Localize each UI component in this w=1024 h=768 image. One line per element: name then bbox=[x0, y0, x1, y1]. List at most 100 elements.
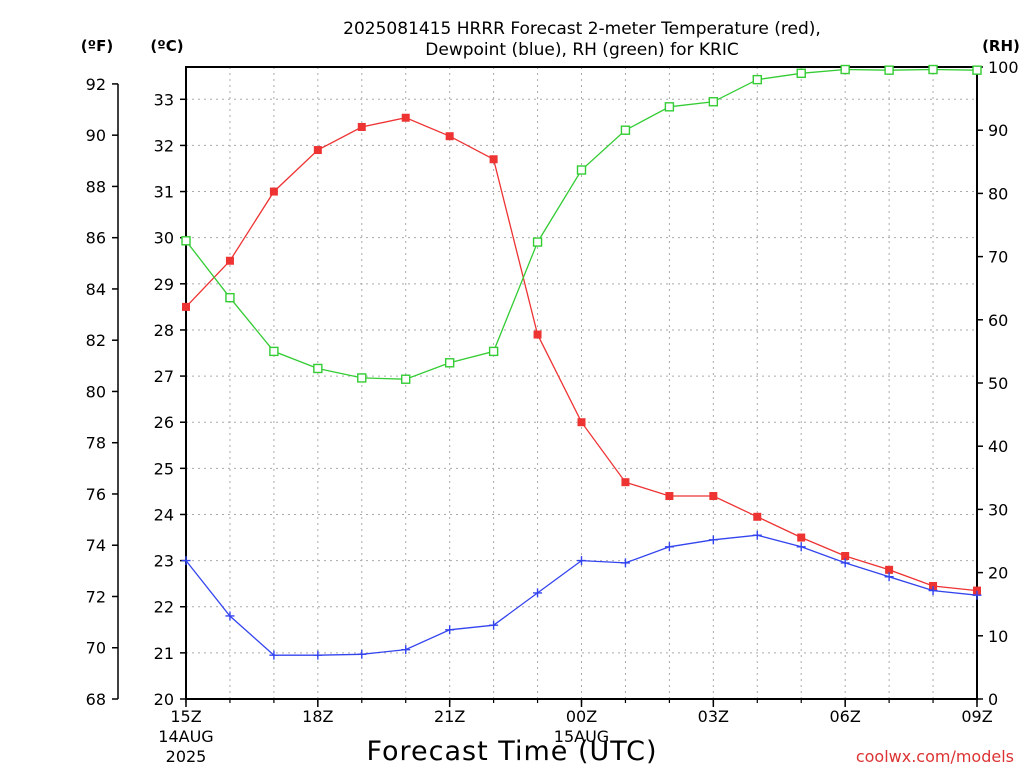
data-point-dewpoint bbox=[884, 572, 894, 582]
fahrenheit-tick-label: 82 bbox=[86, 331, 106, 350]
data-point-dewpoint bbox=[796, 542, 806, 552]
fahrenheit-tick-label: 92 bbox=[86, 75, 106, 94]
celsius-tick-label: 22 bbox=[154, 598, 174, 617]
data-point-dewpoint bbox=[269, 650, 279, 660]
x-tick-label: 06Z bbox=[830, 707, 861, 726]
data-point-dewpoint bbox=[533, 588, 543, 598]
celsius-tick-label: 31 bbox=[154, 183, 174, 202]
x-tick-label: 18Z bbox=[302, 707, 333, 726]
data-point-temperature bbox=[577, 418, 586, 427]
data-point-dewpoint bbox=[752, 530, 762, 540]
data-point-dewpoint bbox=[620, 558, 630, 568]
celsius-tick-label: 30 bbox=[154, 229, 174, 248]
rh-ticks: 0 10 20 30 40 50 60 70 80 90 100 bbox=[977, 58, 1019, 709]
data-point-rh bbox=[840, 64, 850, 75]
data-point-temperature bbox=[665, 492, 674, 501]
celsius-tick-label: 21 bbox=[154, 644, 174, 663]
fahrenheit-tick-label: 78 bbox=[86, 434, 106, 453]
celsius-tick-label: 27 bbox=[154, 367, 174, 386]
celsius-tick-label: 24 bbox=[154, 505, 174, 524]
data-point-temperature bbox=[269, 187, 278, 196]
x-tick-date-label: 15AUG bbox=[554, 727, 609, 746]
rh-tick-label: 100 bbox=[988, 58, 1019, 77]
rh-tick-label: 30 bbox=[988, 500, 1008, 519]
celsius-tick-label: 32 bbox=[154, 136, 174, 155]
data-point-dewpoint bbox=[972, 590, 982, 600]
celsius-ticks: 20 21 22 23 24 25 26 27 28 29 30 31 32 33 bbox=[154, 90, 186, 709]
data-point-temperature bbox=[709, 492, 718, 501]
celsius-axis-label: (ºC) bbox=[150, 37, 183, 55]
rh-tick-label: 20 bbox=[988, 564, 1008, 583]
data-point-rh bbox=[357, 373, 367, 383]
data-point-temperature bbox=[489, 155, 498, 164]
data-point-temperature bbox=[753, 512, 762, 521]
data-point-rh bbox=[708, 97, 719, 107]
chart-title-line1: 2025081415 HRRR Forecast 2-meter Tempera… bbox=[343, 19, 821, 39]
data-point-temperature bbox=[357, 122, 366, 131]
data-point-rh bbox=[972, 65, 982, 75]
rh-axis-label: (RH) bbox=[982, 37, 1020, 55]
data-point-temperature bbox=[313, 146, 322, 155]
data-point-rh bbox=[576, 165, 587, 175]
fahrenheit-ticks: 68 70 72 74 76 78 80 82 84 86 88 90 92 bbox=[86, 75, 118, 709]
data-point-rh bbox=[269, 346, 279, 357]
fahrenheit-tick-label: 68 bbox=[86, 690, 106, 709]
data-point-temperature bbox=[841, 551, 850, 560]
data-point-rh bbox=[620, 125, 631, 135]
fahrenheit-tick-label: 80 bbox=[86, 382, 106, 401]
x-tick-label: 21Z bbox=[434, 707, 465, 726]
fahrenheit-axis-label: (ºF) bbox=[81, 37, 113, 55]
fahrenheit-tick-label: 72 bbox=[86, 587, 106, 606]
celsius-tick-label: 26 bbox=[154, 413, 174, 432]
data-point-temperature bbox=[973, 586, 981, 595]
celsius-tick-label: 29 bbox=[154, 275, 174, 294]
data-point-dewpoint bbox=[840, 558, 850, 568]
x-tick-label: 15Z bbox=[170, 707, 201, 726]
rh-tick-label: 70 bbox=[988, 248, 1008, 267]
celsius-tick-label: 28 bbox=[154, 321, 174, 340]
fahrenheit-tick-label: 70 bbox=[86, 639, 106, 658]
celsius-tick-label: 25 bbox=[154, 459, 174, 478]
x-tick-label: 09Z bbox=[961, 707, 992, 726]
fahrenheit-tick-label: 86 bbox=[86, 229, 106, 248]
data-point-rh bbox=[928, 64, 938, 75]
data-point-dewpoint bbox=[664, 542, 674, 552]
rh-tick-label: 80 bbox=[988, 184, 1008, 203]
x-tick-year-label: 2025 bbox=[166, 747, 207, 766]
data-point-rh bbox=[313, 363, 323, 374]
celsius-tick-label: 20 bbox=[154, 690, 174, 709]
series-layer bbox=[181, 64, 982, 660]
fahrenheit-tick-label: 88 bbox=[86, 177, 106, 196]
x-axis-label: Forecast Time (UTC) bbox=[366, 736, 657, 767]
fahrenheit-tick-label: 74 bbox=[86, 536, 106, 555]
x-tick-label: 00Z bbox=[566, 707, 597, 726]
data-point-temperature bbox=[797, 533, 806, 542]
data-point-dewpoint bbox=[489, 620, 499, 630]
data-point-temperature bbox=[621, 478, 630, 487]
rh-tick-label: 90 bbox=[988, 121, 1008, 140]
data-point-rh bbox=[796, 68, 806, 79]
x-tick-date-label: 14AUG bbox=[158, 727, 213, 746]
data-point-dewpoint bbox=[708, 535, 718, 545]
fahrenheit-tick-label: 84 bbox=[86, 280, 106, 299]
fahrenheit-tick-label: 76 bbox=[86, 485, 106, 504]
data-point-dewpoint bbox=[225, 611, 235, 621]
data-point-dewpoint bbox=[401, 645, 411, 655]
rh-tick-label: 40 bbox=[988, 437, 1008, 456]
celsius-tick-label: 23 bbox=[154, 552, 174, 571]
data-point-rh bbox=[225, 292, 235, 303]
chart-title-line2: Dewpoint (blue), RH (green) for KRIC bbox=[425, 40, 738, 60]
data-point-rh bbox=[884, 65, 894, 75]
data-point-rh bbox=[488, 346, 499, 357]
data-point-temperature bbox=[533, 330, 542, 339]
rh-tick-label: 10 bbox=[988, 627, 1008, 646]
data-point-temperature bbox=[182, 302, 190, 311]
data-point-dewpoint bbox=[928, 586, 938, 596]
data-point-rh bbox=[444, 358, 455, 368]
x-tick-label: 03Z bbox=[698, 707, 729, 726]
data-point-temperature bbox=[929, 581, 938, 590]
data-point-dewpoint bbox=[181, 556, 191, 566]
